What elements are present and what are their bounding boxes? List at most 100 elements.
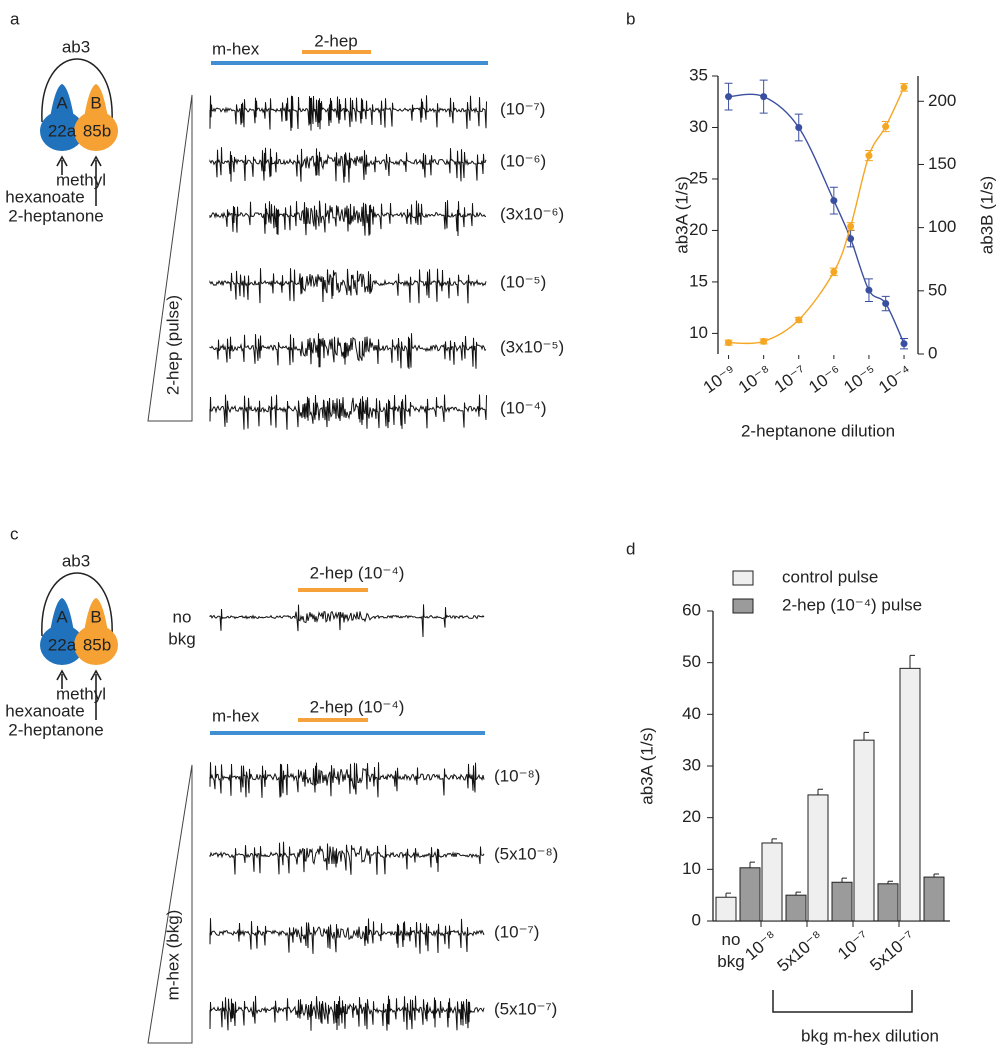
y-axis-label: ab3A (1/s) <box>672 176 691 254</box>
x-tick-label: 10⁻⁹ <box>700 361 740 397</box>
stimulus-label: m-hex <box>212 39 260 58</box>
y-tick-label: 20 <box>682 807 701 826</box>
odor-label: methyl <box>56 684 106 703</box>
sensillum-name: ab3 <box>62 551 90 570</box>
ramp <box>147 764 193 1044</box>
arrow <box>56 155 68 175</box>
y-tick-label: 30 <box>682 755 701 774</box>
error-bar <box>725 892 731 898</box>
x-tick-label: 10⁻⁷ <box>771 361 810 396</box>
neuron-b <box>74 111 118 151</box>
sensillum-outline <box>41 58 113 123</box>
error-bar <box>841 877 847 883</box>
trace-label: (10⁻⁷) <box>494 922 539 941</box>
data-point <box>900 83 908 91</box>
trace-label: (5x10⁻⁸) <box>494 844 558 863</box>
neuron-a <box>40 625 84 665</box>
neuron-b <box>84 84 108 118</box>
x-tick-label: 10⁻⁵ <box>840 361 880 397</box>
data-point <box>882 123 890 131</box>
bar <box>785 894 807 922</box>
x-tick-label: 10⁻⁷ <box>834 927 872 963</box>
legend-label: control pulse <box>782 567 878 586</box>
error-bar <box>771 838 777 843</box>
data-point <box>725 93 733 101</box>
data-point <box>760 93 768 101</box>
trace-label: (3x10⁻⁶) <box>500 204 564 223</box>
arrow <box>56 669 68 689</box>
bar <box>899 667 921 922</box>
legend-swatch <box>732 570 754 586</box>
odor-label: 2-heptanone <box>8 720 103 739</box>
y2-tick-label: 150 <box>928 154 956 173</box>
spike-trace <box>209 268 487 304</box>
receptor-label: 85b <box>83 121 111 140</box>
x-tick-label: no bkg <box>717 930 745 971</box>
ramp-label: 2-hep (pulse) <box>163 295 182 395</box>
trace-label: (10⁻⁵) <box>500 272 546 291</box>
no-bkg-label: bkg <box>168 629 195 648</box>
x-axis-label: bkg m-hex dilution <box>801 1026 939 1045</box>
bar <box>853 739 875 922</box>
arrow <box>90 155 102 206</box>
x-tick-label: 5x10⁻⁷ <box>866 927 918 975</box>
stimulus-label: 2-hep (10⁻⁴) <box>310 697 405 716</box>
data-point <box>865 286 873 294</box>
legend-label: 2-hep (10⁻⁴) pulse <box>782 595 922 614</box>
x-tick-label: 5x10⁻⁸ <box>774 927 827 976</box>
y-tick-label: 40 <box>682 704 701 723</box>
ramp-label: m-hex (bkg) <box>163 910 182 1001</box>
sensillum-outline <box>41 572 113 637</box>
panel-label: a <box>10 9 20 28</box>
panel-label: b <box>626 9 635 28</box>
fit-line <box>728 87 905 345</box>
x-tick-label: 10⁻⁶ <box>805 361 844 397</box>
y2-tick-label: 50 <box>928 280 947 299</box>
bar <box>761 842 783 922</box>
spike-trace <box>209 995 485 1031</box>
sensillum-name: ab3 <box>62 37 90 56</box>
bar <box>739 867 761 922</box>
receptor-label: 22a <box>48 635 77 654</box>
y-tick-label: 30 <box>689 117 708 136</box>
y2-tick-label: 200 <box>928 91 956 110</box>
y2-tick-label: 100 <box>928 217 956 236</box>
neuron-b <box>74 625 118 665</box>
ramp <box>147 94 193 422</box>
trace-label: (5x10⁻⁷) <box>494 999 557 1018</box>
data-point <box>847 235 855 243</box>
no-bkg-label: no <box>173 607 192 626</box>
fit-line <box>728 93 905 344</box>
y-tick-label: 10 <box>682 859 701 878</box>
data-point <box>760 337 768 345</box>
y-tick-label: 10 <box>689 323 708 342</box>
data-point <box>795 123 803 131</box>
data-point <box>795 316 803 324</box>
panel-label: c <box>10 524 19 543</box>
legend-swatch <box>732 598 754 614</box>
y-tick-label: 50 <box>682 652 701 671</box>
y-tick-label: 20 <box>689 220 708 239</box>
odor-label: 2-heptanone <box>8 206 103 225</box>
stimulus-label: 2-hep (10⁻⁴) <box>310 563 405 582</box>
stimulus-label: m-hex <box>212 706 260 725</box>
spike-trace <box>209 604 485 638</box>
y-axis-label: ab3A (1/s) <box>637 727 656 805</box>
y-tick-label: 15 <box>689 271 708 290</box>
bar <box>923 876 945 922</box>
data-point <box>847 222 855 230</box>
error-bar <box>795 891 801 896</box>
error-bar <box>749 861 755 868</box>
data-point <box>900 340 908 348</box>
neuron-a <box>50 598 74 632</box>
bar <box>715 896 737 922</box>
x-axis-label: 2-heptanone dilution <box>741 421 895 440</box>
receptor-label: 85b <box>83 635 111 654</box>
neuron-label: B <box>90 93 101 112</box>
neuron-a <box>40 111 84 151</box>
error-bar <box>909 654 915 669</box>
bracket <box>772 990 913 1013</box>
